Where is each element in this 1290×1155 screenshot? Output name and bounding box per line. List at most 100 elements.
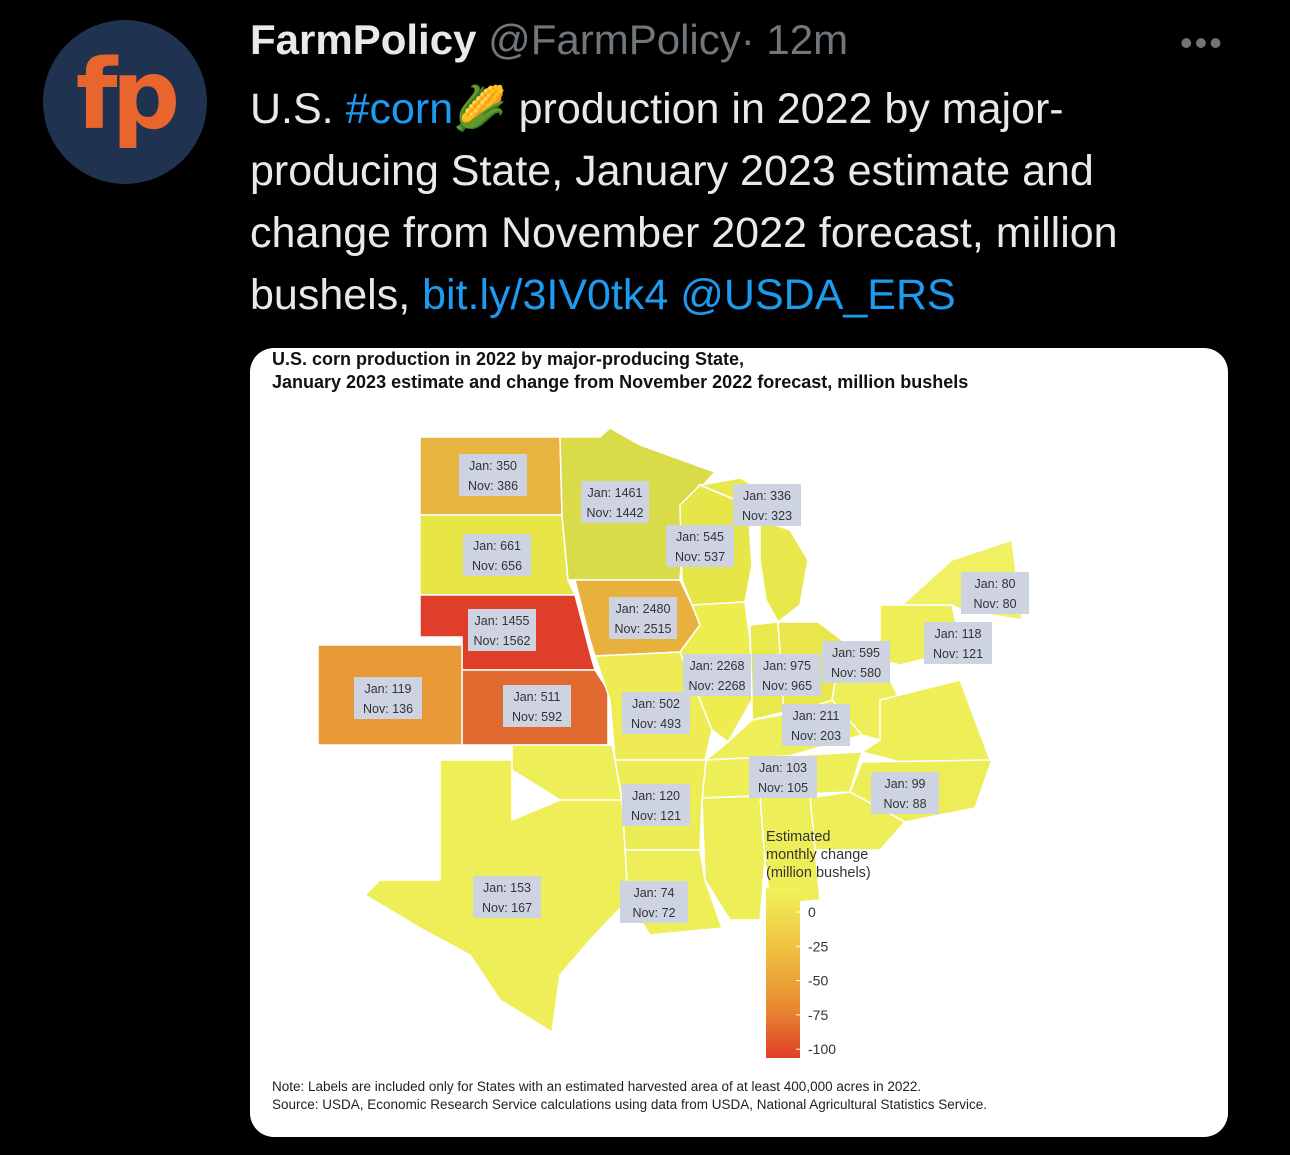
jan-value: Jan: 2480 — [616, 602, 671, 616]
jan-value: Jan: 350 — [469, 459, 517, 473]
nov-value: Nov: 203 — [791, 729, 841, 743]
label-box — [609, 597, 677, 639]
legend-tick-label: -75 — [808, 1007, 828, 1023]
state-label: Jan: 661 Nov: 656 — [463, 534, 531, 576]
nov-value: Nov: 136 — [363, 702, 413, 716]
nov-value: Nov: 80 — [973, 597, 1016, 611]
image-title: January 2023 estimate and change from No… — [272, 372, 968, 392]
state-label: Jan: 153 Nov: 167 — [473, 876, 541, 918]
legend-tick-label: 0 — [808, 904, 816, 920]
jan-value: Jan: 661 — [473, 539, 521, 553]
nov-value: Nov: 580 — [831, 666, 881, 680]
label-box — [473, 876, 541, 918]
nov-value: Nov: 88 — [883, 797, 926, 811]
jan-value: Jan: 502 — [632, 697, 680, 711]
nov-value: Nov: 121 — [631, 809, 681, 823]
nov-value: Nov: 167 — [482, 901, 532, 915]
state-label: Jan: 118 Nov: 121 — [924, 622, 992, 664]
nov-value: Nov: 656 — [472, 559, 522, 573]
text: 🌽 production in 2022 by major-producing … — [250, 85, 1118, 319]
label-box — [871, 772, 939, 814]
nov-value: Nov: 493 — [631, 717, 681, 731]
state-label: Jan: 74 Nov: 72 — [620, 881, 688, 923]
nov-value: Nov: 105 — [758, 781, 808, 795]
state-label: Jan: 336 Nov: 323 — [733, 484, 801, 526]
nov-value: Nov: 592 — [512, 710, 562, 724]
jan-value: Jan: 99 — [884, 777, 925, 791]
jan-value: Jan: 336 — [743, 489, 791, 503]
jan-value: Jan: 2268 — [690, 659, 745, 673]
jan-value: Jan: 511 — [513, 690, 560, 704]
state-label: Jan: 595 Nov: 580 — [822, 641, 890, 683]
state-label: Jan: 80 Nov: 80 — [961, 572, 1029, 614]
label-box — [924, 622, 992, 664]
jan-value: Jan: 153 — [483, 881, 531, 895]
jan-value: Jan: 80 — [974, 577, 1015, 591]
nov-value: Nov: 72 — [632, 906, 675, 920]
jan-value: Jan: 74 — [633, 886, 674, 900]
state — [759, 518, 809, 624]
state-label: Jan: 211 Nov: 203 — [782, 704, 850, 746]
tweet-image[interactable]: Jan: 350 Nov: 386 Jan: 1461 Nov: 1442 Jan: 3… — [250, 348, 1228, 1137]
legend-tick-label: -25 — [808, 938, 828, 954]
state-label: Jan: 120 Nov: 121 — [622, 784, 690, 826]
jan-value: Jan: 120 — [632, 789, 680, 803]
tweet-header: FarmPolicy @FarmPolicy· 12m — [250, 16, 848, 64]
label-box — [961, 572, 1029, 614]
author-name[interactable]: FarmPolicy — [250, 16, 477, 63]
nov-value: Nov: 537 — [675, 550, 725, 564]
jan-value: Jan: 1455 — [475, 614, 530, 628]
jan-value: Jan: 103 — [759, 761, 807, 775]
link[interactable]: bit.ly/3IV0tk4 — [422, 271, 669, 319]
mention[interactable]: @USDA_ERS — [680, 271, 956, 319]
label-box — [749, 756, 817, 798]
state-label: Jan: 99 Nov: 88 — [871, 772, 939, 814]
hashtag[interactable]: #corn — [345, 85, 454, 133]
nov-value: Nov: 2515 — [615, 622, 672, 636]
legend-bar — [766, 888, 800, 1058]
label-box — [468, 609, 536, 651]
legend-title: Estimated — [766, 829, 830, 845]
label-box — [733, 484, 801, 526]
jan-value: Jan: 1461 — [588, 486, 643, 500]
label-box — [503, 685, 571, 727]
nov-value: Nov: 965 — [762, 679, 812, 693]
more-menu[interactable]: ••• — [1180, 22, 1224, 63]
state-label: Jan: 975 Nov: 965 — [753, 654, 821, 696]
jan-value: Jan: 211 — [792, 709, 839, 723]
label-box — [354, 677, 422, 719]
label-box — [666, 525, 734, 567]
nov-value: Nov: 386 — [468, 479, 518, 493]
state-label: Jan: 511 Nov: 592 — [503, 685, 571, 727]
state-label: Jan: 350 Nov: 386 — [459, 454, 527, 496]
label-box — [753, 654, 821, 696]
label-box — [622, 784, 690, 826]
jan-value: Jan: 118 — [934, 627, 981, 641]
state-label: Jan: 2480 Nov: 2515 — [609, 597, 677, 639]
state-label: Jan: 545 Nov: 537 — [666, 525, 734, 567]
state-label: Jan: 103 Nov: 105 — [749, 756, 817, 798]
label-box — [459, 454, 527, 496]
avatar[interactable]: fp — [43, 20, 207, 184]
jan-value: Jan: 595 — [832, 646, 880, 660]
label-box — [620, 881, 688, 923]
image-title: U.S. corn production in 2022 by major-pr… — [272, 349, 744, 369]
legend-title: (million bushels) — [766, 865, 871, 881]
note: Note: Labels are included only for State… — [272, 1079, 921, 1094]
nov-value: Nov: 2268 — [689, 679, 746, 693]
tweet-text: U.S. #corn🌽 production in 2022 by major-… — [250, 78, 1215, 326]
legend-tick-label: -100 — [808, 1041, 836, 1057]
legend-title: monthly change — [766, 847, 868, 863]
nov-value: Nov: 1562 — [474, 634, 531, 648]
label-box — [782, 704, 850, 746]
tweet-time[interactable]: · 12m — [740, 16, 849, 63]
state-label: Jan: 119 Nov: 136 — [354, 677, 422, 719]
jan-value: Jan: 975 — [763, 659, 811, 673]
label-box — [822, 641, 890, 683]
author-handle[interactable]: @FarmPolicy — [488, 16, 741, 63]
state-labels: Jan: 350 Nov: 386 Jan: 1461 Nov: 1442 Jan: 3… — [354, 454, 1029, 923]
nov-value: Nov: 323 — [742, 509, 792, 523]
label-box — [463, 534, 531, 576]
legend-tick-label: -50 — [808, 973, 828, 989]
label-box — [581, 481, 649, 523]
